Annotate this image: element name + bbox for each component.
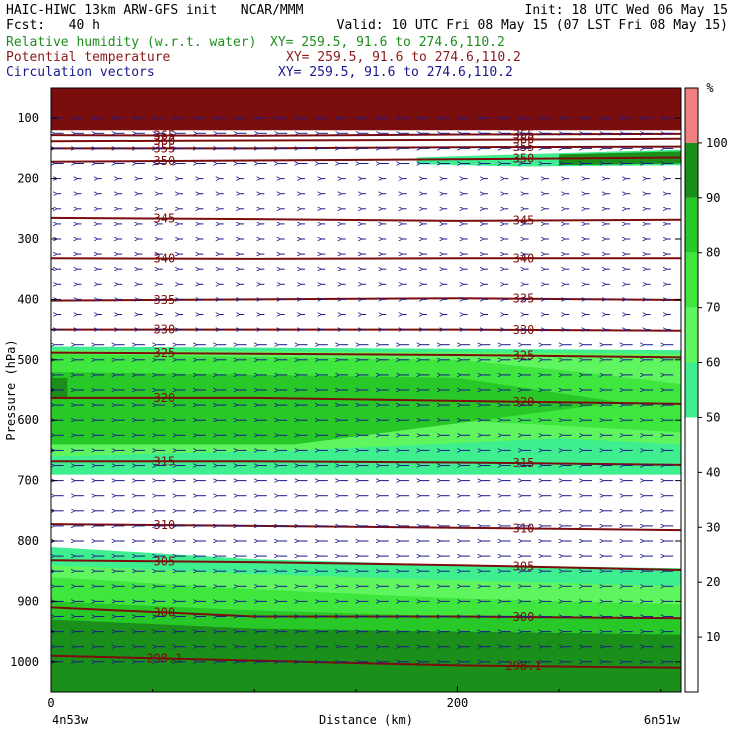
y-tick-label: 900 — [17, 594, 39, 608]
theta-contour-340 — [51, 257, 681, 260]
y-tick-label: 300 — [17, 232, 39, 246]
y-tick-label: 500 — [17, 353, 39, 367]
colorbar-bin-100 — [685, 88, 698, 143]
theta-label: 335 — [513, 292, 535, 306]
colorbar-tick-label: 80 — [706, 246, 720, 260]
x-tick-label: 200 — [447, 696, 469, 710]
field-name-theta: Potential temperature — [6, 50, 171, 65]
field-name-rh: Relative humidity (w.r.t. water) — [6, 35, 257, 50]
theta-label: 315 — [513, 456, 535, 470]
colorbar-bin-70 — [685, 252, 698, 308]
theta-label: 350 — [154, 154, 176, 168]
theta-label: 310 — [513, 521, 535, 535]
y-tick-label: 100 — [17, 111, 39, 125]
colorbar-tick-label: 90 — [706, 191, 720, 205]
theta-contour-320 — [51, 396, 681, 405]
theta-label: 310 — [154, 518, 176, 532]
theta-label: 360 — [513, 133, 535, 147]
theta-label: 340 — [513, 251, 535, 265]
header-valid-time: Valid: 10 UTC Fri 08 May 15 (07 LST Fri … — [336, 18, 728, 33]
x-axis-label: Distance (km) — [319, 713, 413, 727]
header-init-time: Init: 18 UTC Wed 06 May 15 — [524, 3, 729, 18]
theta-label: 298.1 — [505, 659, 541, 673]
theta-label: 325 — [154, 346, 176, 360]
theta-contour-330 — [51, 328, 681, 332]
y-tick-label: 200 — [17, 172, 39, 186]
theta-label: 305 — [154, 554, 176, 568]
axes-layer: 100 200 300 400 500 600 700 800 900 1000 0 200 — [10, 111, 681, 710]
colorbar: 10 20 30 40 50 60 70 80 90 100% — [684, 81, 728, 693]
theta-label: 365 — [154, 128, 176, 142]
field-name-vectors: Circulation vectors — [6, 65, 155, 80]
header-forecast-hour: Fcst: 40 h — [6, 18, 100, 33]
theta-contour-360 — [51, 137, 681, 143]
theta-label: 300 — [513, 610, 535, 624]
y-tick-label: 800 — [17, 534, 39, 548]
rh-region-90-100 — [51, 377, 68, 400]
colorbar-frame — [684, 87, 699, 693]
theta-label: 315 — [154, 454, 176, 468]
rh-region-100-110 — [51, 88, 681, 131]
theta-contour-305 — [51, 559, 681, 571]
y-tick-label: 600 — [17, 413, 39, 427]
theta-label: 345 — [513, 214, 535, 228]
colorbar-tick-label: 20 — [706, 575, 720, 589]
colorbar-tick-label: 100 — [706, 136, 728, 150]
y-tick-label: 1000 — [10, 655, 39, 669]
colorbar-tick-label: 50 — [706, 410, 720, 424]
header-title: HAIC-HIWC 13km ARW-GFS init NCAR/MMM — [6, 3, 304, 18]
theta-label: 320 — [154, 391, 176, 405]
colorbar-tick-label: 60 — [706, 356, 720, 370]
theta-label: 360 — [154, 134, 176, 148]
theta-label: 330 — [513, 323, 535, 337]
y-axis-label: Pressure (hPa) — [4, 339, 18, 440]
theta-label: 330 — [154, 323, 176, 337]
theta-label: 325 — [513, 349, 535, 363]
colorbar-tick-label: 10 — [706, 630, 720, 644]
theta-label: 340 — [154, 252, 176, 266]
theta-contour-350 — [51, 156, 681, 163]
theta-contour-315 — [51, 460, 681, 466]
colorbar-tick-label: 30 — [706, 520, 720, 534]
colorbar-tick-label: 40 — [706, 465, 720, 479]
colorbar-bin-90 — [685, 142, 698, 198]
x-tick-label: 0 — [47, 696, 54, 710]
theta-label: 335 — [154, 293, 176, 307]
colorbar-bin-50 — [685, 362, 698, 418]
theta-label: 298.1 — [146, 651, 182, 665]
theta-contour-325 — [51, 351, 681, 359]
y-tick-label: 700 — [17, 474, 39, 488]
colorbar-bin-60 — [685, 307, 698, 363]
field-xy-rh: XY= 259.5, 91.6 to 274.6,110.2 — [270, 35, 505, 50]
x-start-location: 4n53w — [52, 713, 89, 727]
wind-vector-layer — [55, 118, 674, 662]
theta-contour-335 — [51, 297, 681, 302]
theta-label: 345 — [154, 212, 176, 226]
theta-label: 300 — [154, 605, 176, 619]
colorbar-unit: % — [706, 81, 714, 95]
field-xy-vectors: XY= 259.5, 91.6 to 274.6,110.2 — [278, 65, 513, 80]
rh-region-90-100 — [51, 619, 681, 692]
theta-label: 355 — [513, 140, 535, 154]
y-tick-label: 400 — [17, 292, 39, 306]
colorbar-bin-80 — [685, 197, 698, 253]
field-xy-theta: XY= 259.5, 91.6 to 274.6,110.2 — [286, 50, 521, 65]
colorbar-tick-label: 70 — [706, 301, 720, 315]
theta-label: 365 — [513, 127, 535, 141]
theta-contour-345 — [51, 216, 681, 222]
theta-label: 320 — [513, 395, 535, 409]
x-end-location: 6n51w — [644, 713, 681, 727]
